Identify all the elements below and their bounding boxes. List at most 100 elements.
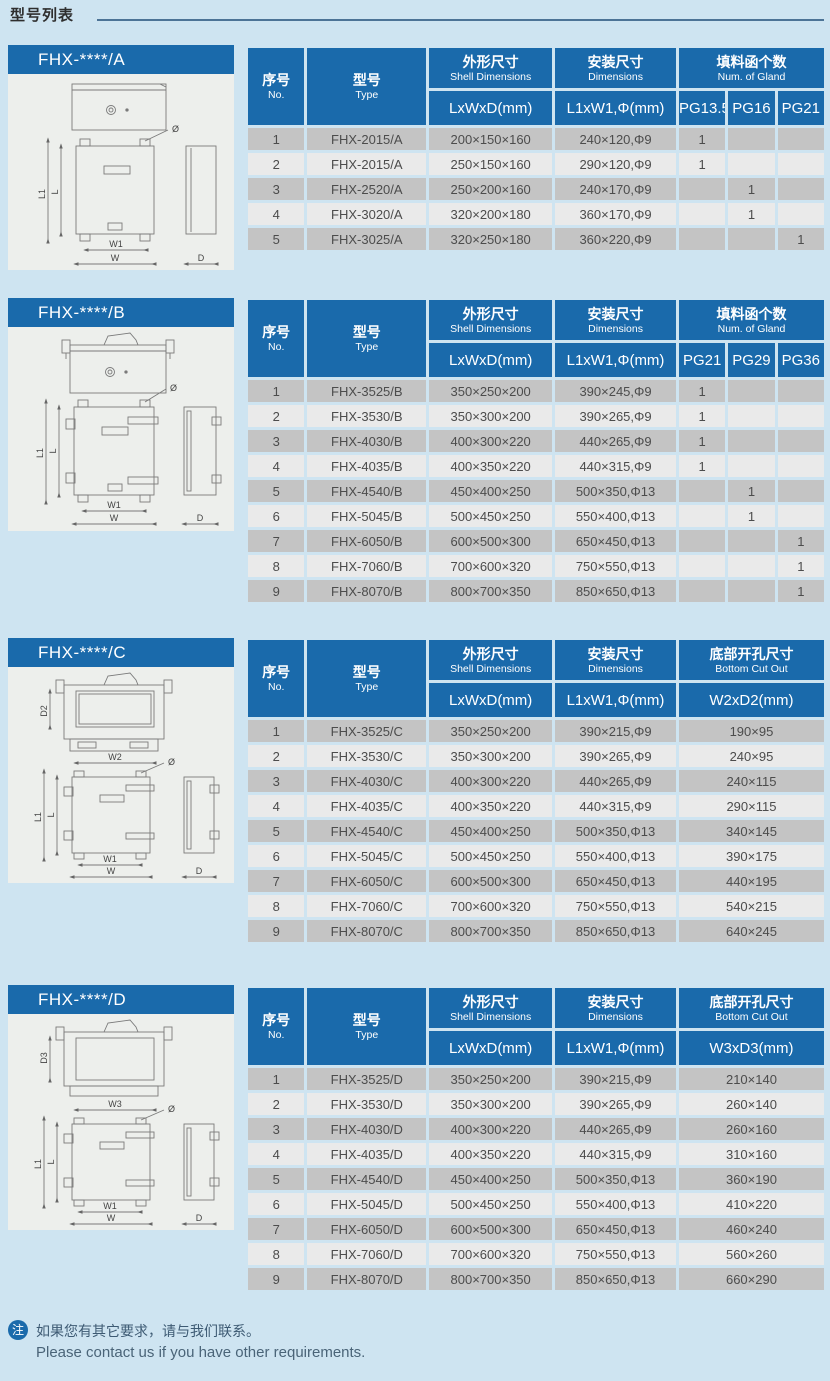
col-header-type-en: Type xyxy=(355,341,379,354)
table-cell xyxy=(777,203,824,225)
col-header-pg-1: PG21 xyxy=(678,343,726,377)
col-header-shell: 外形尺寸 Shell Dimensions xyxy=(429,640,553,680)
col-header-mount-en: Dimensions xyxy=(588,70,643,83)
table-cell: 500×350,Φ13 xyxy=(555,480,676,502)
top-view xyxy=(61,332,175,394)
table-cell: FHX-8070/C xyxy=(307,920,427,942)
table-cell: FHX-5045/C xyxy=(307,845,427,867)
table-cell: 8 xyxy=(248,1243,305,1265)
table-cell: 1 xyxy=(248,720,305,742)
dim-label-cut-d: D2 xyxy=(39,705,49,717)
table-row: 5 FHX-3025/A 320×250×180 360×220,Φ9 1 xyxy=(248,228,824,250)
top-view xyxy=(71,83,167,131)
table-row: 3 FHX-4030/B 400×300×220 440×265,Φ9 1 xyxy=(248,430,824,452)
col-header-shell-en: Shell Dimensions xyxy=(450,1010,532,1023)
table-row: 4 FHX-4035/D 400×350×220 440×315,Φ9 310×160 xyxy=(248,1143,824,1165)
spec-table-a: 序号 No. 型号 Type 外形尺寸 Shell Dimensions 安装尺寸 Di… xyxy=(245,45,827,253)
table-cell: FHX-7060/C xyxy=(307,895,427,917)
table-cell: 240×95 xyxy=(678,745,824,767)
table-cell: 850×650,Φ13 xyxy=(555,1268,676,1290)
table-cell: 4 xyxy=(248,455,305,477)
table-cell: 350×250×200 xyxy=(429,1068,553,1090)
col-header-gland: 填料函个数 Num. of Gland xyxy=(678,300,824,340)
table-cell: FHX-4035/C xyxy=(307,795,427,817)
dim-label-cut-w: W3 xyxy=(108,1099,122,1109)
table-cell: 5 xyxy=(248,228,305,250)
table-cell: FHX-6050/D xyxy=(307,1218,427,1240)
dim-label-d: D xyxy=(196,866,203,876)
table-cell: FHX-3525/B xyxy=(307,380,427,402)
table-cell: 350×250×200 xyxy=(429,380,553,402)
table-cell: 2 xyxy=(248,745,305,767)
table-cell: FHX-3530/D xyxy=(307,1093,427,1115)
col-header-shell: 外形尺寸 Shell Dimensions xyxy=(429,300,553,340)
dim-label-l1: L1 xyxy=(33,812,43,822)
table-cell: 7 xyxy=(248,530,305,552)
table-cell: FHX-3025/A xyxy=(307,228,427,250)
col-header-mount-unit: L1xW1,Φ(mm) xyxy=(555,683,676,717)
table-cell: 320×200×180 xyxy=(429,203,553,225)
note-text-en: Please contact us if you have other requ… xyxy=(36,1344,366,1361)
table-cell: 1 xyxy=(728,178,775,200)
table-row: 9 FHX-8070/D 800×700×350 850×650,Φ13 660×290 xyxy=(248,1268,824,1290)
table-cell: 1 xyxy=(678,128,726,150)
col-header-cutout-unit: W3xD3(mm) xyxy=(678,1031,824,1065)
col-header-cutout-en: Bottom Cut Out xyxy=(715,1010,788,1023)
col-header-cutout: 底部开孔尺寸 Bottom Cut Out xyxy=(678,640,824,680)
table-cell: FHX-3530/B xyxy=(307,405,427,427)
table-cell: 3 xyxy=(248,430,305,452)
table-cell xyxy=(777,128,824,150)
table-cell xyxy=(728,555,775,577)
table-cell: 600×500×300 xyxy=(429,530,553,552)
table-cell: 1 xyxy=(728,480,775,502)
table-cell xyxy=(777,405,824,427)
table-cell: FHX-2520/A xyxy=(307,178,427,200)
table-cell: 700×600×320 xyxy=(429,1243,553,1265)
note-badge: 注 xyxy=(8,1320,28,1340)
table-cell: 5 xyxy=(248,480,305,502)
col-header-no: 序号 No. xyxy=(248,640,305,717)
page-title: 型号列表 xyxy=(10,7,75,24)
table-cell: 500×450×250 xyxy=(429,505,553,527)
table-row: 5 FHX-4540/B 450×400×250 500×350,Φ13 1 xyxy=(248,480,824,502)
col-header-type: 型号 Type xyxy=(307,640,427,717)
table-cell xyxy=(728,153,775,175)
table-cell: 6 xyxy=(248,1193,305,1215)
table-cell: 440×265,Φ9 xyxy=(555,430,676,452)
dim-label-l1: L1 xyxy=(37,189,47,199)
col-header-cutout-en: Bottom Cut Out xyxy=(715,662,788,675)
table-cell: 1 xyxy=(777,580,824,602)
table-cell: FHX-5045/D xyxy=(307,1193,427,1215)
table-row: 2 FHX-3530/B 350×300×200 390×265,Φ9 1 xyxy=(248,405,824,427)
col-header-type-zh: 型号 xyxy=(352,1012,381,1029)
table-cell: FHX-2015/A xyxy=(307,128,427,150)
table-cell: 4 xyxy=(248,203,305,225)
col-header-pg-2: PG29 xyxy=(728,343,775,377)
col-header-mount-unit: L1xW1,Φ(mm) xyxy=(555,343,676,377)
table-cell: 400×300×220 xyxy=(429,1118,553,1140)
table-cell: 750×550,Φ13 xyxy=(555,1243,676,1265)
table-cell: 1 xyxy=(678,405,726,427)
table-cell: 400×300×220 xyxy=(429,770,553,792)
table-cell: 1 xyxy=(678,430,726,452)
drawing-panel-d: FHX-****/D xyxy=(8,985,234,1230)
table-cell: 400×350×220 xyxy=(429,1143,553,1165)
table-cell: 3 xyxy=(248,770,305,792)
table-row: 4 FHX-4035/B 400×350×220 440×315,Φ9 1 xyxy=(248,455,824,477)
technical-drawing-b: L1 L W1 W D Ø xyxy=(35,332,222,526)
table-cell: 360×170,Φ9 xyxy=(555,203,676,225)
dim-label-w: W xyxy=(107,1213,116,1223)
col-header-mount-zh: 安装尺寸 xyxy=(587,305,644,322)
col-header-type-zh: 型号 xyxy=(352,664,381,681)
spec-table-b: 序号 No. 型号 Type 外形尺寸 Shell Dimensions 安装尺寸 Di… xyxy=(245,297,827,605)
table-cell: 1 xyxy=(248,1068,305,1090)
table-cell: FHX-8070/D xyxy=(307,1268,427,1290)
col-header-gland-zh: 填料函个数 xyxy=(716,53,787,70)
table-cell: 2 xyxy=(248,1093,305,1115)
technical-drawing-a: L1 L W1 W D Ø xyxy=(37,83,219,266)
table-cell xyxy=(777,178,824,200)
dim-label-cut-w: W2 xyxy=(108,752,122,762)
table-cell: 1 xyxy=(678,153,726,175)
col-header-no-en: No. xyxy=(268,89,285,102)
